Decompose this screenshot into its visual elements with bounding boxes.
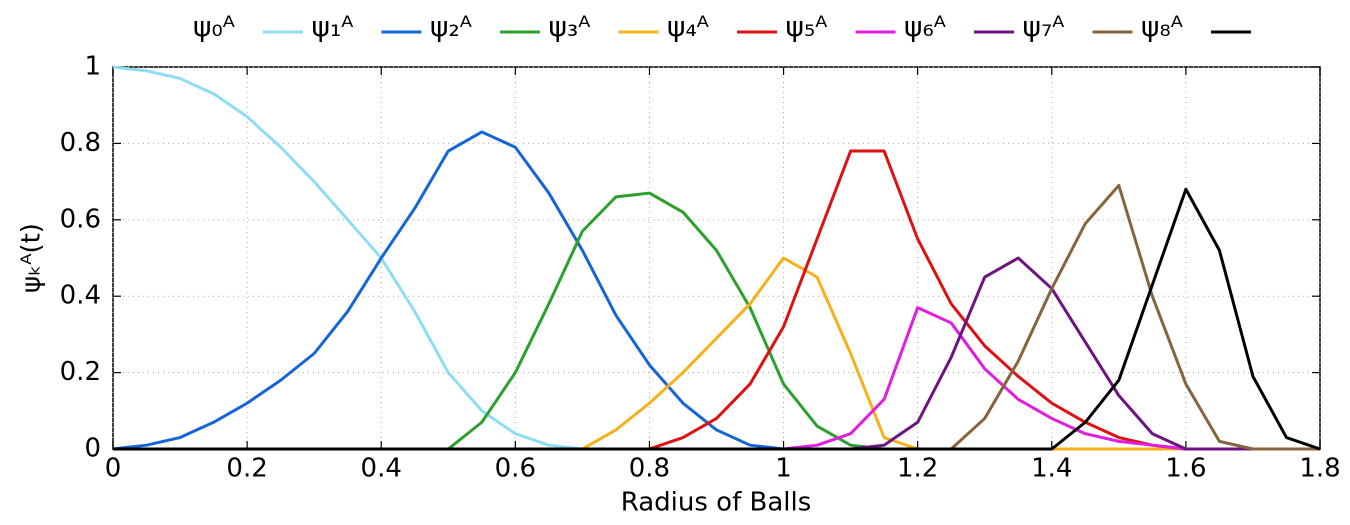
series-line <box>113 187 1321 451</box>
series-line <box>112 130 1320 451</box>
x-tick-label: 0.2 <box>226 454 267 484</box>
y-tick-label: 0.6 <box>60 204 101 234</box>
y-tick-label: 0.4 <box>60 281 101 311</box>
y-tick-label: 1 <box>84 52 101 82</box>
x-tick-label: 0.8 <box>629 454 670 484</box>
legend-label: ψ₆ᴬ <box>904 10 946 43</box>
series-line <box>113 256 1320 451</box>
x-tick-label: 0.6 <box>495 454 536 484</box>
x-tick-label: 1.4 <box>1031 454 1072 484</box>
y-axis-label: ψₖᴬ(t) <box>17 223 47 293</box>
legend-label: ψ₁ᴬ <box>312 10 354 43</box>
legend-label: ψ₅ᴬ <box>786 10 828 43</box>
plot-frame <box>112 66 1321 450</box>
y-tick-label: 0 <box>84 434 101 464</box>
legend-label: ψ₇ᴬ <box>1023 10 1065 43</box>
y-tick-label: 0.2 <box>60 357 101 387</box>
legend-label: ψ₈ᴬ <box>1141 10 1183 43</box>
x-tick-label: 1.8 <box>1299 454 1340 484</box>
legend-label: ψ₀ᴬ <box>193 10 235 43</box>
series-line <box>113 306 1320 451</box>
legend-label: ψ₃ᴬ <box>549 10 591 43</box>
y-tick-label: 0.8 <box>60 128 101 158</box>
x-axis-label: Radius of Balls <box>621 488 812 518</box>
x-tick-label: 1.2 <box>897 454 938 484</box>
x-tick-label: 1.6 <box>1165 454 1206 484</box>
legend-label: ψ₄ᴬ <box>667 10 709 43</box>
x-tick-label: 0 <box>105 454 122 484</box>
legend-label: ψ₂ᴬ <box>430 10 472 43</box>
series-line <box>113 149 1320 451</box>
x-tick-label: 0.4 <box>361 454 402 484</box>
x-tick-label: 1 <box>775 454 792 484</box>
series-line <box>112 65 1320 451</box>
series-line <box>113 183 1320 451</box>
